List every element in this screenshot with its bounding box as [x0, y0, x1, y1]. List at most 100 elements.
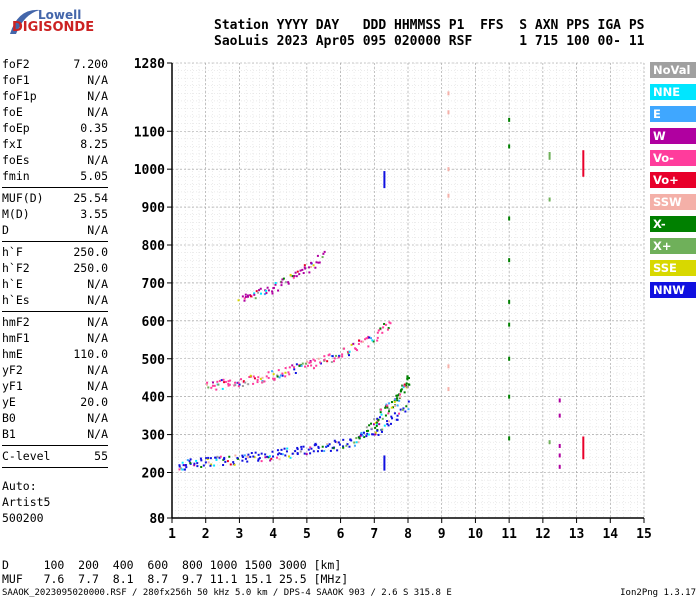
- trace-point: [376, 331, 379, 334]
- trace-point: [264, 453, 267, 456]
- trace-point: [256, 379, 259, 382]
- trace-point: [388, 410, 391, 413]
- trace-point: [237, 299, 240, 302]
- trace-point: [304, 362, 307, 365]
- trace-point: [365, 435, 368, 438]
- trace-point: [363, 436, 366, 439]
- chart-axes: 1 2 3 4 5 6 7 8 9 10 11 12 13 14 158020030040050060070…: [134, 57, 652, 542]
- trace-point: [327, 444, 330, 447]
- header-line-1: Station YYYY DAY DDD HHMMSS P1 FFS S AXN…: [214, 18, 645, 33]
- trace-point: [276, 456, 279, 459]
- trace-point: [396, 397, 399, 400]
- trace-point: [236, 456, 239, 459]
- trace-point: [294, 450, 297, 453]
- trace-point: [302, 445, 305, 448]
- trace-point: [375, 424, 378, 427]
- trace-point: [284, 454, 287, 457]
- trace-point: [281, 278, 284, 281]
- trace-point: [387, 424, 390, 427]
- param-name: hmF2: [2, 315, 30, 329]
- trace-point: [316, 254, 319, 257]
- trace-point: [398, 412, 401, 415]
- trace-point: [272, 286, 275, 289]
- param-row: MUF(D) 25.54: [2, 190, 108, 206]
- trace-point: [380, 413, 383, 416]
- trace-point: [383, 424, 386, 427]
- trace-point: [267, 371, 270, 374]
- trace-point: [299, 269, 302, 272]
- trace-point: [348, 445, 351, 448]
- legend-item: NNW: [650, 282, 696, 298]
- trace-point: [186, 459, 189, 462]
- trace-point: [277, 453, 280, 456]
- footer-info: SAAOK_2023095020000.RSF / 280fx256h 50 k…: [2, 588, 452, 598]
- trace-point: [381, 428, 384, 431]
- param-row: fxI 8.25: [2, 136, 108, 152]
- trace-point: [314, 359, 317, 362]
- trace-point: [368, 424, 371, 427]
- trace-point: [314, 266, 317, 269]
- trace-point: [309, 361, 312, 364]
- trace-point: [343, 347, 346, 350]
- param-value: 55: [94, 449, 108, 463]
- trace-point: [209, 464, 212, 467]
- param-row: M(D) 3.55: [2, 206, 108, 222]
- logo-swoosh-icon: [10, 9, 40, 34]
- trace-point: [293, 274, 296, 277]
- x-tick-label: 9: [438, 527, 446, 542]
- y-tick-label: 900: [142, 201, 166, 216]
- trace-point: [376, 339, 379, 342]
- trace-point: [337, 355, 340, 358]
- trace-point: [295, 363, 298, 366]
- trace-point: [508, 117, 511, 122]
- trace-point: [374, 431, 377, 434]
- param-separator: [2, 187, 108, 188]
- trace-point: [233, 463, 236, 466]
- trace-point: [336, 449, 339, 452]
- trace-point: [237, 385, 240, 388]
- trace-point: [308, 266, 311, 269]
- trace-point: [257, 459, 260, 462]
- param-value: N/A: [87, 223, 108, 237]
- trace-point: [330, 361, 333, 364]
- trace-point: [381, 417, 384, 420]
- trace-point: [282, 277, 285, 280]
- trace-point: [284, 367, 287, 370]
- trace-point: [337, 356, 340, 359]
- trace-point: [447, 387, 450, 392]
- param-value: N/A: [87, 105, 108, 119]
- trace-point: [356, 349, 359, 352]
- trace-point: [221, 387, 224, 390]
- param-value: N/A: [87, 73, 108, 87]
- trace-point: [278, 376, 281, 379]
- trace-point: [508, 144, 511, 149]
- trace-point: [200, 465, 203, 468]
- trace-point: [228, 383, 231, 386]
- trace-point: [215, 456, 218, 459]
- trace-point: [284, 375, 287, 378]
- muf-m-label: MUF: [2, 572, 23, 586]
- x-tick-label: 6: [337, 527, 345, 542]
- trace-point: [202, 464, 205, 467]
- trace-point: [333, 439, 336, 442]
- trace-point: [299, 450, 302, 453]
- param-row: hmF1 N/A: [2, 330, 108, 346]
- trace-point: [399, 396, 402, 399]
- trace-point: [294, 372, 297, 375]
- trace-point: [178, 468, 181, 471]
- trace-point: [377, 329, 380, 332]
- param-name: MUF(D): [2, 191, 44, 205]
- trace-point: [331, 355, 334, 358]
- trace-point: [196, 462, 199, 465]
- trace-point: [447, 91, 450, 96]
- trace-point: [393, 404, 396, 407]
- trace-point: [376, 417, 379, 420]
- param-separator: [2, 241, 108, 242]
- trace-point: [394, 398, 397, 401]
- param-row: yE 20.0: [2, 394, 108, 410]
- param-name: h`F: [2, 245, 23, 259]
- trace-point: [258, 289, 261, 292]
- trace-point: [312, 358, 315, 361]
- trace-point: [357, 342, 360, 345]
- trace-point: [548, 197, 551, 202]
